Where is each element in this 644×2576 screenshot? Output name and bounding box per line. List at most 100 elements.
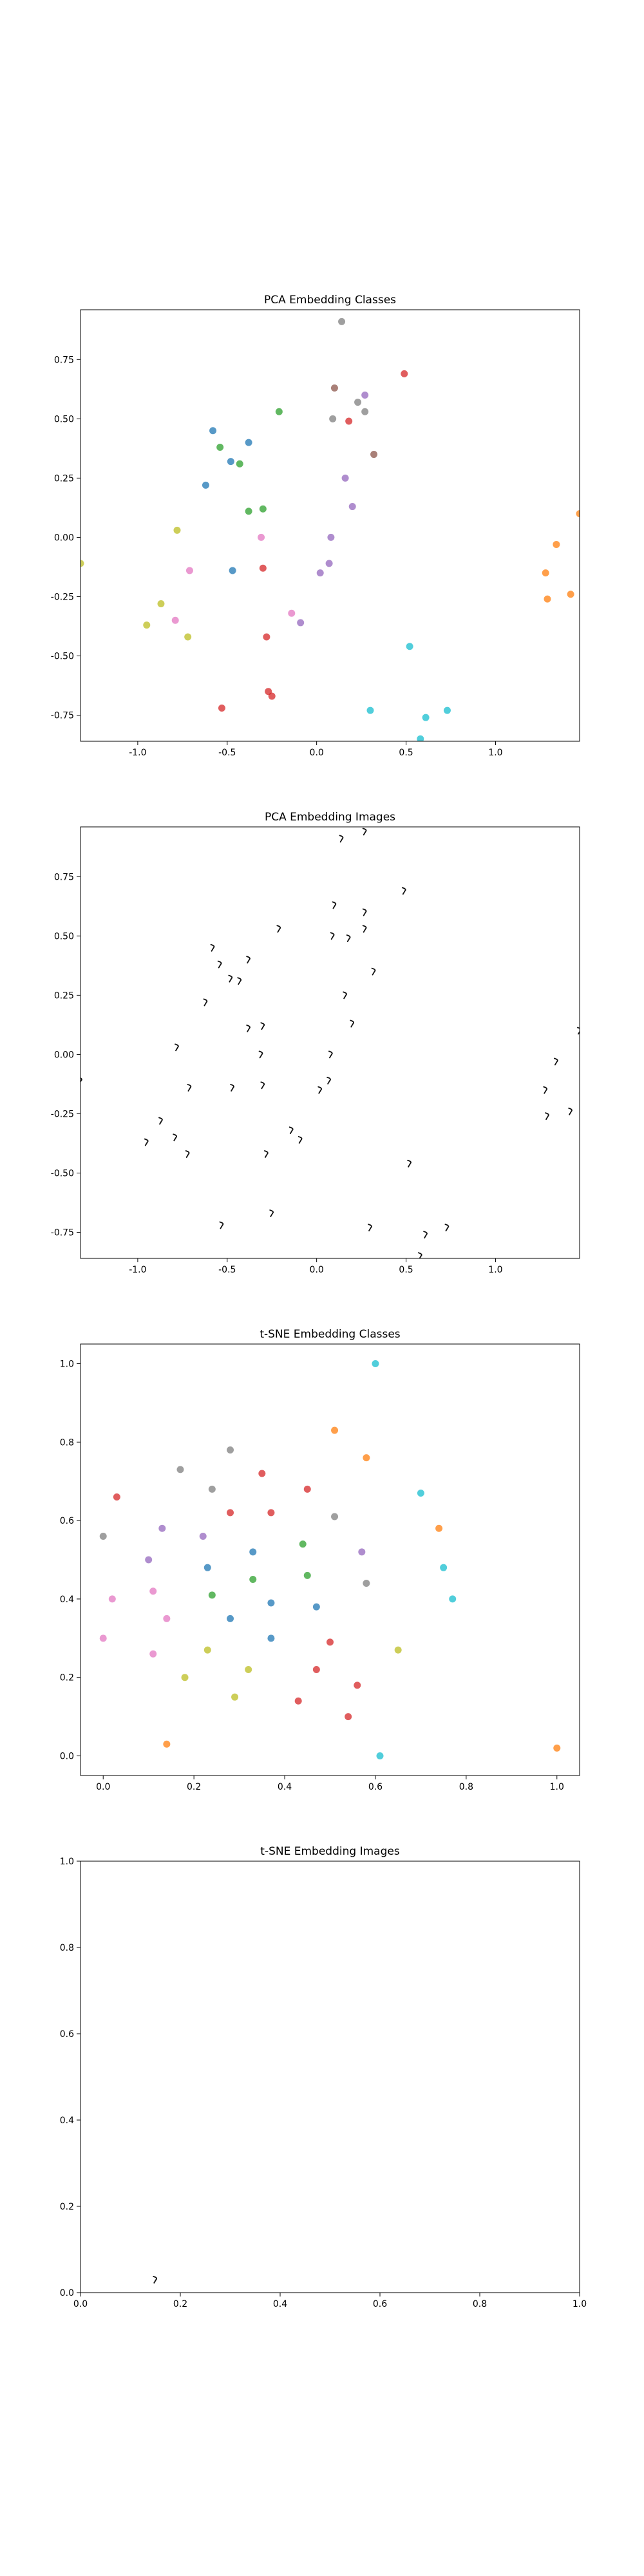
data-point <box>249 1548 257 1556</box>
data-point <box>401 370 408 377</box>
y-tick-label: 0.4 <box>60 2116 74 2126</box>
data-point <box>143 621 151 629</box>
image-glyph <box>328 1050 333 1059</box>
image-glyph <box>237 977 242 985</box>
data-point <box>231 1693 239 1701</box>
data-point <box>202 481 209 489</box>
image-glyph <box>543 1086 547 1094</box>
x-tick-label: 1.0 <box>550 1782 564 1792</box>
image-glyph <box>173 1133 177 1142</box>
data-point <box>80 560 84 567</box>
image-glyph <box>260 1081 265 1090</box>
x-tick-label: 1.0 <box>573 2299 587 2309</box>
points <box>80 828 580 1258</box>
data-point <box>267 1634 275 1642</box>
data-point <box>417 735 424 741</box>
data-point <box>435 1524 443 1532</box>
x-tick-label: 0.5 <box>399 748 413 758</box>
data-point <box>208 1591 216 1599</box>
y-tick-label: -0.50 <box>51 1168 74 1179</box>
data-point <box>348 503 356 511</box>
data-point <box>236 460 243 468</box>
data-point <box>209 427 217 435</box>
image-glyph <box>362 925 367 933</box>
image-glyph <box>246 1025 251 1032</box>
image-glyph <box>269 1209 274 1217</box>
image-glyph <box>327 1077 331 1084</box>
image-glyph <box>339 835 344 843</box>
data-point <box>358 1548 366 1556</box>
data-point <box>329 415 337 422</box>
data-point <box>361 392 369 399</box>
data-point <box>331 1426 339 1434</box>
data-point <box>181 1674 189 1681</box>
x-tick-label: 1.0 <box>488 748 502 758</box>
data-point <box>294 1697 302 1705</box>
image-glyph <box>553 1057 558 1066</box>
axes-frame <box>80 826 580 1259</box>
image-glyph <box>289 1126 294 1135</box>
data-point <box>443 706 451 714</box>
x-tick-label: 0.4 <box>273 2299 287 2309</box>
y-tick-label: 0.2 <box>60 2202 74 2212</box>
data-point <box>345 1713 352 1721</box>
data-point <box>216 444 224 451</box>
data-point <box>354 399 362 406</box>
data-point <box>576 510 580 518</box>
data-point <box>275 408 283 415</box>
y-tick-label: 0.6 <box>60 2029 74 2040</box>
data-point <box>229 567 236 574</box>
data-point <box>542 569 549 577</box>
y-tick-label: 0.00 <box>54 533 74 543</box>
image-glyph <box>158 1117 163 1125</box>
image-glyph <box>210 943 215 952</box>
data-point <box>185 567 193 574</box>
data-point <box>145 1556 153 1564</box>
x-tick-label: 0.0 <box>96 1782 110 1792</box>
chart-3: t-SNE Embedding Classes 0.0 0.2 0.4 0.6 0.8 1.… <box>60 1328 580 1792</box>
image-glyph <box>203 998 208 1007</box>
data-point <box>245 1666 252 1674</box>
data-point <box>258 533 265 541</box>
y-tick-label: 0.4 <box>60 1595 74 1605</box>
image-glyph <box>276 925 281 933</box>
image-glyph <box>371 967 376 976</box>
data-point <box>259 505 267 513</box>
data-point <box>149 1587 157 1595</box>
x-tick-label: 0.0 <box>310 1265 324 1275</box>
data-point <box>157 600 165 607</box>
data-point <box>303 1571 311 1579</box>
data-point <box>327 1638 334 1646</box>
x-tick-label: 0.2 <box>187 1782 201 1792</box>
data-point <box>544 595 551 603</box>
image-glyph <box>577 1027 580 1035</box>
axes-frame <box>80 1861 580 2293</box>
data-point <box>325 560 333 567</box>
points <box>80 317 580 741</box>
image-glyph <box>401 887 406 895</box>
data-point <box>330 384 338 392</box>
data-point <box>263 633 270 641</box>
data-point <box>338 317 346 325</box>
data-point <box>227 458 234 466</box>
x-tick-label: 0.0 <box>73 2299 88 2309</box>
data-point <box>113 1493 120 1501</box>
image-glyph <box>219 1221 224 1229</box>
data-point <box>354 1681 361 1689</box>
chart-4: t-SNE Embedding Images 0.0 0.2 0.4 0.6 0.8 1.0… <box>60 1845 587 2309</box>
data-point <box>99 1532 107 1540</box>
data-point <box>341 474 349 482</box>
data-point <box>372 1359 379 1367</box>
data-point <box>553 540 560 548</box>
data-point <box>331 1513 339 1520</box>
data-point <box>553 1744 561 1752</box>
x-tick-label: -1.0 <box>129 748 146 758</box>
data-point <box>245 507 252 515</box>
image-glyph <box>362 828 367 836</box>
x-tick-label: 0.8 <box>473 2299 487 2309</box>
data-point <box>267 1509 275 1517</box>
x-tick-label: -1.0 <box>129 1265 146 1275</box>
image-glyph <box>332 901 337 909</box>
image-glyph <box>175 1043 179 1052</box>
